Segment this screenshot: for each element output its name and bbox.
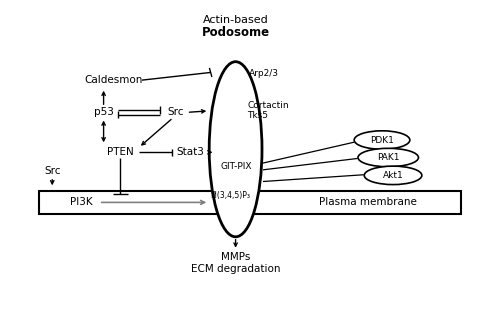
- Text: PTEN: PTEN: [107, 147, 134, 157]
- Text: Podosome: Podosome: [202, 26, 270, 39]
- Text: p53: p53: [94, 108, 114, 117]
- Text: Akt1: Akt1: [382, 171, 404, 180]
- Ellipse shape: [358, 148, 418, 167]
- Text: Cortactin: Cortactin: [247, 101, 288, 110]
- Ellipse shape: [354, 131, 410, 149]
- Text: Src: Src: [168, 108, 184, 117]
- Text: PI3K: PI3K: [70, 197, 92, 207]
- Text: MMPs: MMPs: [221, 252, 250, 262]
- Text: Arp2/3: Arp2/3: [248, 69, 278, 78]
- Text: PAK1: PAK1: [377, 153, 400, 162]
- Text: Plasma membrane: Plasma membrane: [318, 197, 416, 207]
- Ellipse shape: [364, 166, 422, 185]
- Text: ECM degradation: ECM degradation: [191, 264, 280, 274]
- Text: GIT-PIX: GIT-PIX: [221, 162, 252, 171]
- Ellipse shape: [209, 62, 262, 237]
- Text: Stat3: Stat3: [176, 147, 204, 157]
- Text: PI(3,4,5)P₃: PI(3,4,5)P₃: [210, 191, 250, 200]
- Bar: [39, 191, 461, 214]
- Text: PDK1: PDK1: [370, 136, 394, 145]
- Text: Caldesmon: Caldesmon: [84, 75, 142, 85]
- Text: Tks5: Tks5: [247, 111, 268, 120]
- Text: Src: Src: [44, 166, 60, 176]
- Text: Actin-based: Actin-based: [202, 15, 268, 25]
